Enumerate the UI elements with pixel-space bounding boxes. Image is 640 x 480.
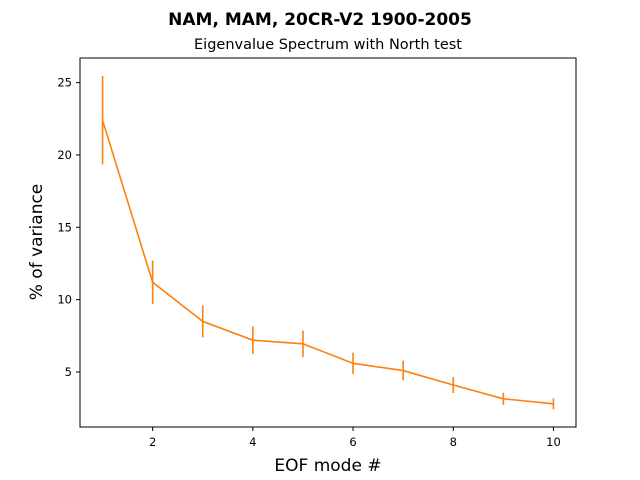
x-tick-label: 8 — [450, 435, 457, 449]
x-tick-label: 4 — [249, 435, 256, 449]
x-tick-label: 10 — [546, 435, 561, 449]
axes-frame — [79, 57, 577, 428]
series-line — [101, 119, 554, 405]
y-tick-label: 10 — [57, 293, 72, 307]
y-axis-ticks: 5 10 15 20 25 — [57, 76, 80, 379]
y-tick-label: 15 — [57, 220, 72, 234]
y-axis-label: % of variance — [27, 184, 47, 301]
x-axis-ticks: 2 4 6 8 10 — [149, 427, 561, 449]
x-tick-label: 6 — [349, 435, 356, 449]
chart-suptitle: NAM, MAM, 20CR-V2 1900-2005 — [168, 10, 472, 30]
y-tick-label: 20 — [57, 148, 72, 162]
chart-title: Eigenvalue Spectrum with North test — [194, 37, 462, 53]
plot-area — [101, 76, 555, 410]
y-tick-label: 25 — [57, 76, 72, 90]
x-axis-label: EOF mode # — [274, 456, 381, 476]
x-tick-label: 2 — [149, 435, 156, 449]
y-tick-label: 5 — [65, 365, 72, 379]
